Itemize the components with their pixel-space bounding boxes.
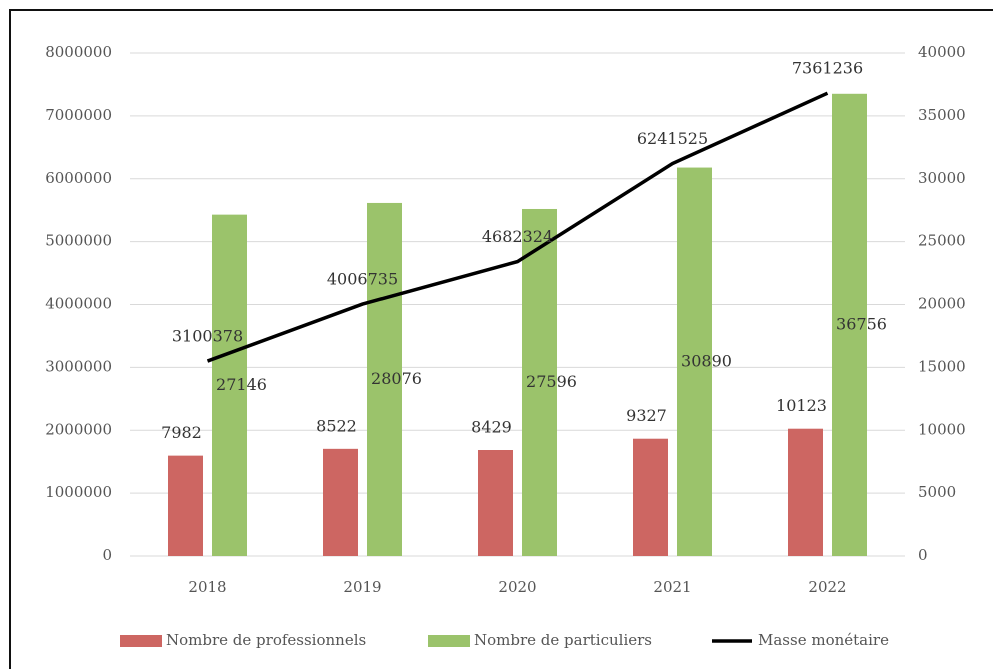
frame: [9, 9, 993, 669]
data-label: 28076: [371, 369, 422, 388]
data-label: 3100378: [172, 327, 243, 346]
bar: [168, 455, 203, 556]
y-tick-label: 0: [102, 546, 112, 564]
y2-tick-label: 5000: [918, 483, 956, 501]
x-tick-label: 2020: [498, 578, 536, 596]
data-label: 8429: [471, 418, 512, 437]
y2-tick-label: 0: [918, 546, 928, 564]
bar: [367, 202, 402, 556]
data-label: 7982: [161, 423, 202, 442]
bar: [522, 208, 557, 557]
y2-tick-label: 25000: [918, 232, 966, 250]
y-tick-label: 7000000: [45, 106, 112, 124]
y2-tick-label: 15000: [918, 357, 966, 375]
data-label: 8522: [316, 416, 357, 435]
bar: [633, 438, 668, 556]
bar: [832, 93, 867, 556]
y2-tick-label: 35000: [918, 106, 966, 124]
legend-swatch: [428, 635, 470, 647]
y-tick-label: 1000000: [45, 483, 112, 501]
data-label: 9327: [626, 406, 667, 425]
data-label: 36756: [836, 314, 887, 333]
y-tick-label: 2000000: [45, 420, 112, 438]
bar: [677, 167, 712, 557]
x-tick-label: 2021: [653, 578, 691, 596]
bar: [478, 450, 513, 556]
data-label: 6241525: [637, 129, 708, 148]
y-tick-label: 5000000: [45, 232, 112, 250]
x-tick-label: 2022: [808, 578, 846, 596]
x-tick-label: 2019: [343, 578, 381, 596]
data-label: 7361236: [792, 59, 863, 78]
x-tick-label: 2018: [188, 578, 226, 596]
y2-tick-label: 10000: [918, 420, 966, 438]
y2-tick-label: 20000: [918, 295, 966, 313]
y-tick-label: 4000000: [45, 295, 112, 313]
data-label: 4006735: [327, 270, 398, 289]
bar: [212, 214, 247, 557]
y2-tick-label: 30000: [918, 169, 966, 187]
legend-swatch: [120, 635, 162, 647]
data-label: 30890: [681, 351, 732, 370]
bar: [323, 448, 358, 556]
y-tick-label: 6000000: [45, 169, 112, 187]
data-label: 4682324: [482, 227, 553, 246]
y-tick-label: 8000000: [45, 43, 112, 61]
data-label: 27146: [216, 375, 267, 394]
line: [206, 91, 829, 363]
y-tick-label: 3000000: [45, 357, 112, 375]
legend-label: Nombre de professionnels: [166, 631, 366, 649]
y2-tick-label: 40000: [918, 43, 966, 61]
data-label: 10123: [776, 396, 827, 415]
legend-label: Nombre de particuliers: [474, 631, 652, 649]
data-label: 27596: [526, 372, 577, 391]
legend-label: Masse monétaire: [758, 631, 889, 649]
bar: [788, 428, 823, 556]
